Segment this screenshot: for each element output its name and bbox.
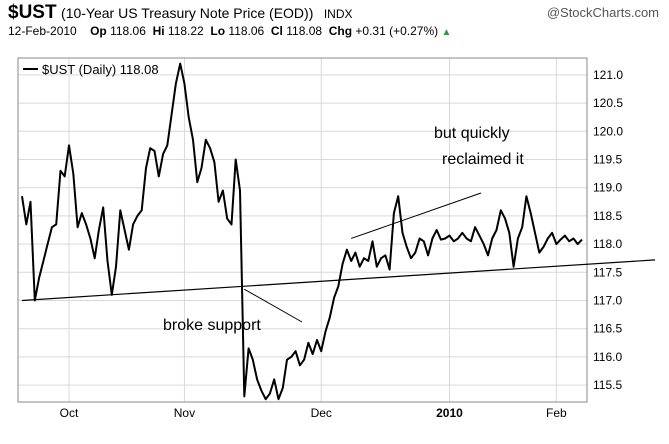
x-axis: Oct Nov Dec 2010 Feb bbox=[60, 406, 567, 420]
annotation-broke-support: broke support bbox=[163, 317, 261, 334]
y-axis: 115.5 116.0 116.5 117.0 117.5 118.0 118.5 119.0… bbox=[593, 68, 623, 392]
legend-label: $UST (Daily) 118.08 bbox=[42, 62, 159, 77]
grid bbox=[18, 58, 587, 402]
price-line bbox=[21, 62, 583, 401]
plot-frame bbox=[17, 57, 588, 403]
support-trendline bbox=[21, 259, 656, 302]
y-tick-label: 119.5 bbox=[593, 153, 622, 167]
x-tick-label: Feb bbox=[546, 406, 567, 420]
annotation-reclaimed-it: reclaimed it bbox=[442, 151, 524, 168]
high-label: Hi bbox=[152, 24, 165, 38]
symbol-description: (10-Year US Treasury Note Price (EOD)) bbox=[61, 5, 314, 21]
x-tick-label: Oct bbox=[60, 406, 79, 420]
quote-date: 12-Feb-2010 bbox=[8, 24, 77, 38]
up-triangle-icon: ▲ bbox=[441, 27, 452, 38]
y-tick-label: 118.5 bbox=[593, 209, 622, 223]
y-tick-label: 120.0 bbox=[593, 124, 623, 138]
close-label: Cl bbox=[270, 24, 283, 38]
y-tick-label: 121.0 bbox=[593, 68, 623, 82]
symbol: $UST bbox=[8, 2, 57, 23]
y-tick-label: 117.5 bbox=[593, 265, 622, 279]
exchange: INDX bbox=[323, 7, 353, 21]
close-value: 118.08 bbox=[286, 24, 323, 38]
legend: $UST (Daily) 118.08 bbox=[23, 62, 159, 77]
low-value: 118.06 bbox=[228, 24, 265, 38]
quote-summary: 12-Feb-2010 Op 118.06 Hi 118.22 Lo 118.0… bbox=[8, 24, 451, 38]
x-tick-label: Nov bbox=[174, 406, 195, 420]
annotation-pointer-broke-support bbox=[244, 288, 303, 323]
y-tick-label: 115.5 bbox=[593, 378, 622, 392]
y-tick-label: 118.0 bbox=[593, 237, 622, 251]
open-value: 118.06 bbox=[110, 24, 146, 38]
annotation-but-quickly: but quickly bbox=[434, 125, 510, 142]
open-label: Op bbox=[90, 24, 107, 38]
low-label: Lo bbox=[210, 24, 226, 38]
y-tick-label: 116.0 bbox=[593, 350, 622, 364]
high-value: 118.22 bbox=[167, 24, 204, 38]
change-value: +0.31 (+0.27%) bbox=[355, 24, 439, 38]
brand-logo: @StockCharts.com bbox=[546, 5, 659, 20]
y-tick-label: 119.0 bbox=[593, 181, 622, 195]
change-label: Chg bbox=[328, 24, 353, 38]
x-tick-label: 2010 bbox=[436, 406, 463, 420]
x-tick-label: Dec bbox=[311, 406, 332, 420]
annotation-pointer-reclaimed bbox=[350, 192, 482, 239]
chart-title: $UST (10-Year US Treasury Note Price (EO… bbox=[8, 2, 353, 24]
y-tick-label: 120.5 bbox=[593, 96, 623, 110]
y-tick-label: 116.5 bbox=[593, 322, 622, 336]
y-tick-label: 117.0 bbox=[593, 293, 622, 307]
